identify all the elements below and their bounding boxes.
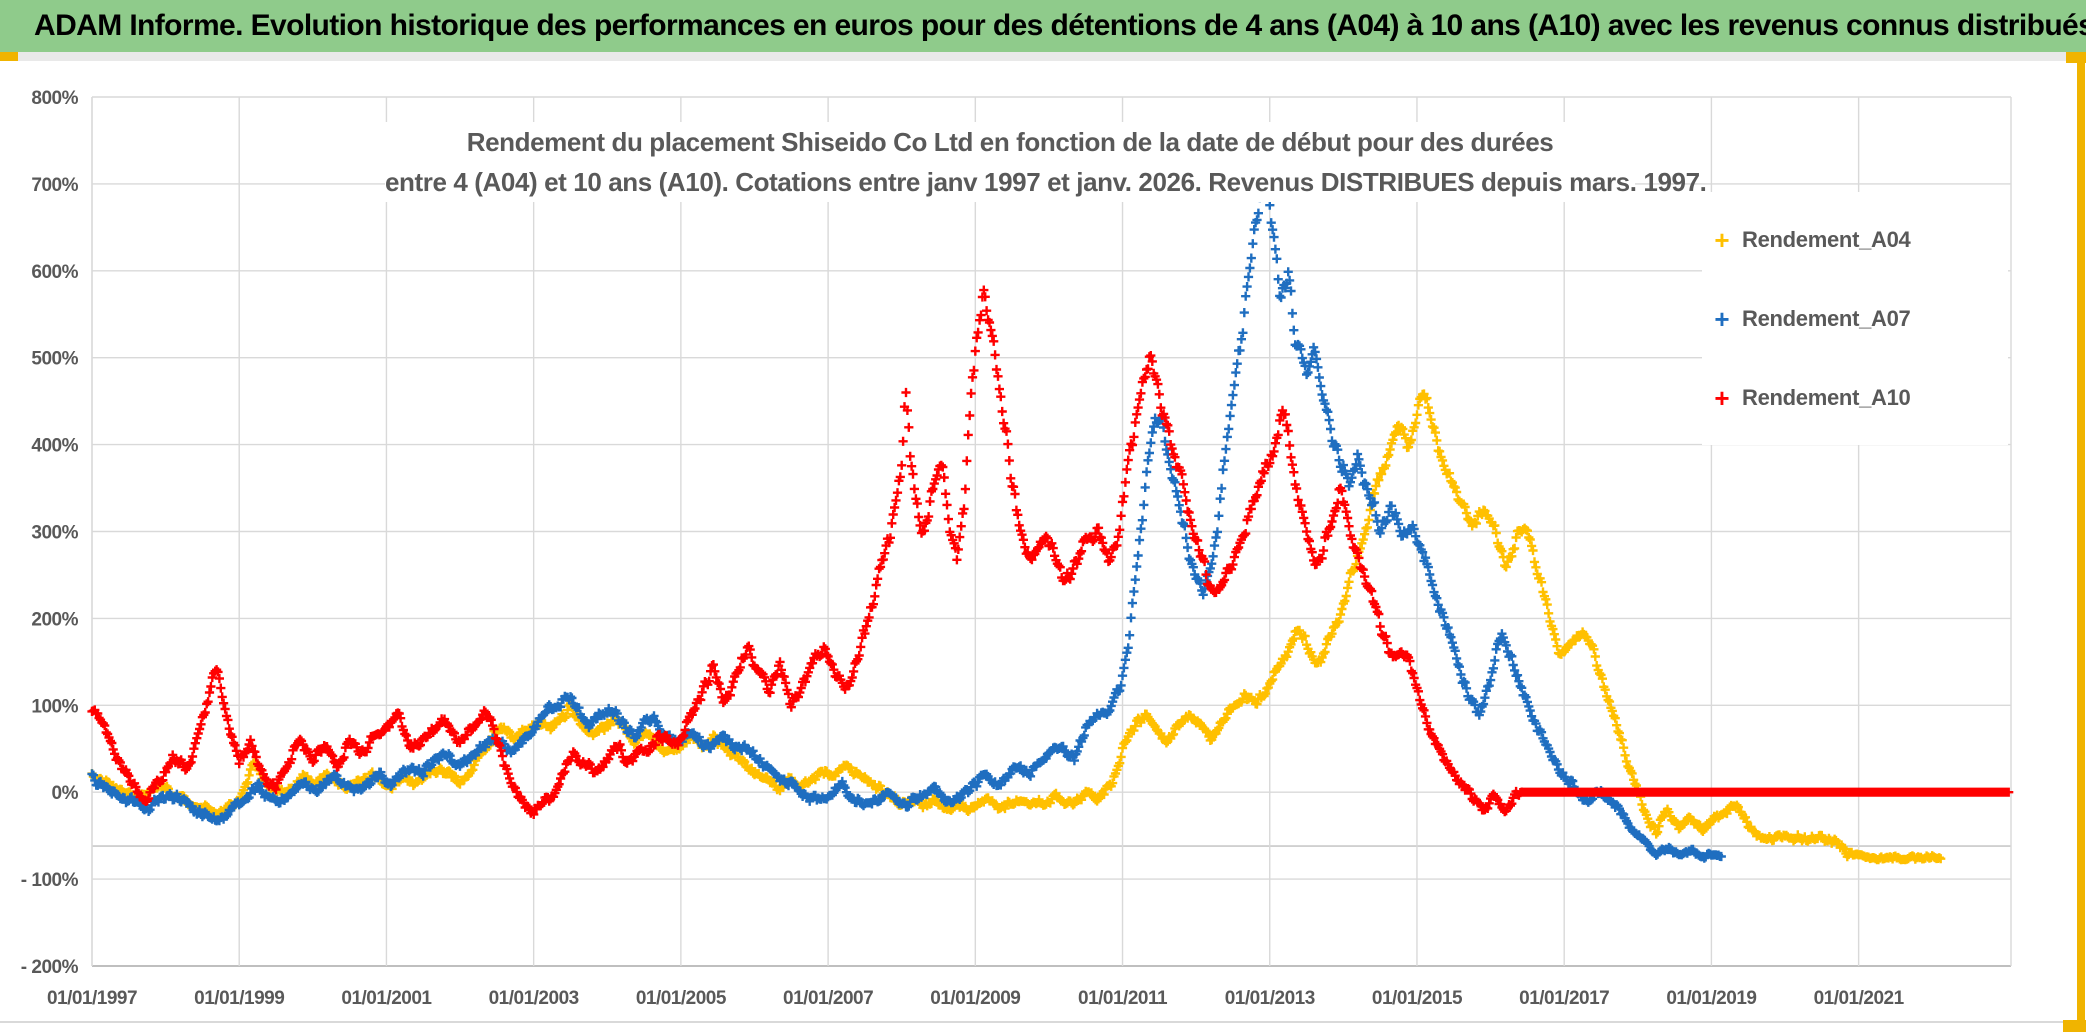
- svg-text:01/01/2021: 01/01/2021: [1814, 988, 1905, 1009]
- svg-text:01/01/2013: 01/01/2013: [1225, 988, 1315, 1009]
- chart-legend: + Rendement_A04 + Rendement_A07 + Rendem…: [1702, 192, 2008, 445]
- yellow-accent-top-right: [2066, 52, 2086, 63]
- svg-text:01/01/2011: 01/01/2011: [1078, 988, 1168, 1009]
- svg-text:400%: 400%: [31, 436, 78, 457]
- yellow-accent-bottom-right: [2063, 1020, 2086, 1032]
- chart-area[interactable]: 800% 700% 600% 500% 400% 300% 200% 100% 0% - 100%…: [0, 60, 2077, 1022]
- svg-text:200%: 200%: [31, 609, 78, 630]
- plus-marker-icon: +: [1714, 303, 1730, 334]
- plus-marker-icon: +: [1714, 382, 1730, 413]
- chart-title-line2: entre 4 (A04) et 10 ans (A10). Cotations…: [385, 167, 1707, 197]
- bottom-divider: [0, 1021, 2063, 1023]
- legend-label: Rendement_A10: [1742, 384, 1911, 410]
- svg-text:01/01/2009: 01/01/2009: [930, 988, 1020, 1009]
- plus-marker-icon: +: [1714, 224, 1730, 255]
- svg-text:01/01/2001: 01/01/2001: [341, 988, 432, 1009]
- svg-text:500%: 500%: [31, 349, 78, 370]
- svg-text:01/01/1999: 01/01/1999: [194, 988, 284, 1009]
- svg-text:01/01/2015: 01/01/2015: [1372, 988, 1463, 1009]
- svg-text:01/01/2003: 01/01/2003: [489, 988, 579, 1009]
- svg-text:800%: 800%: [31, 88, 78, 109]
- header-bar: ADAM Informe. Evolution historique des p…: [0, 0, 2086, 52]
- svg-text:0%: 0%: [52, 783, 79, 804]
- legend-item-rendement-a07[interactable]: + Rendement_A07: [1702, 279, 2008, 358]
- svg-text:- 200%: - 200%: [21, 957, 79, 978]
- yellow-accent-right-edge: [2077, 60, 2085, 1032]
- svg-text:01/01/2019: 01/01/2019: [1666, 988, 1756, 1009]
- svg-text:700%: 700%: [31, 175, 78, 196]
- yellow-accent-left: [0, 52, 18, 61]
- svg-text:300%: 300%: [31, 523, 78, 544]
- svg-text:01/01/2005: 01/01/2005: [636, 988, 727, 1009]
- chart-title-line1: Rendement du placement Shiseido Co Ltd e…: [466, 127, 1554, 157]
- svg-text:01/01/1997: 01/01/1997: [47, 988, 137, 1009]
- svg-text:- 100%: - 100%: [21, 870, 79, 891]
- svg-text:600%: 600%: [31, 262, 78, 283]
- chart-title: Rendement du placement Shiseido Co Ltd e…: [385, 122, 1707, 202]
- chart-plot-svg: 800% 700% 600% 500% 400% 300% 200% 100% 0% - 100%…: [21, 88, 2014, 1009]
- legend-item-rendement-a04[interactable]: + Rendement_A04: [1702, 200, 2008, 279]
- legend-item-rendement-a10[interactable]: + Rendement_A10: [1702, 358, 2008, 437]
- legend-label: Rendement_A04: [1742, 226, 1911, 252]
- svg-text:100%: 100%: [31, 696, 78, 717]
- worksheet-row-strip: [0, 52, 2086, 61]
- svg-text:01/01/2017: 01/01/2017: [1519, 988, 1609, 1009]
- page-title: ADAM Informe. Evolution historique des p…: [34, 9, 2086, 42]
- legend-label: Rendement_A07: [1742, 305, 1911, 331]
- svg-text:01/01/2007: 01/01/2007: [783, 988, 873, 1009]
